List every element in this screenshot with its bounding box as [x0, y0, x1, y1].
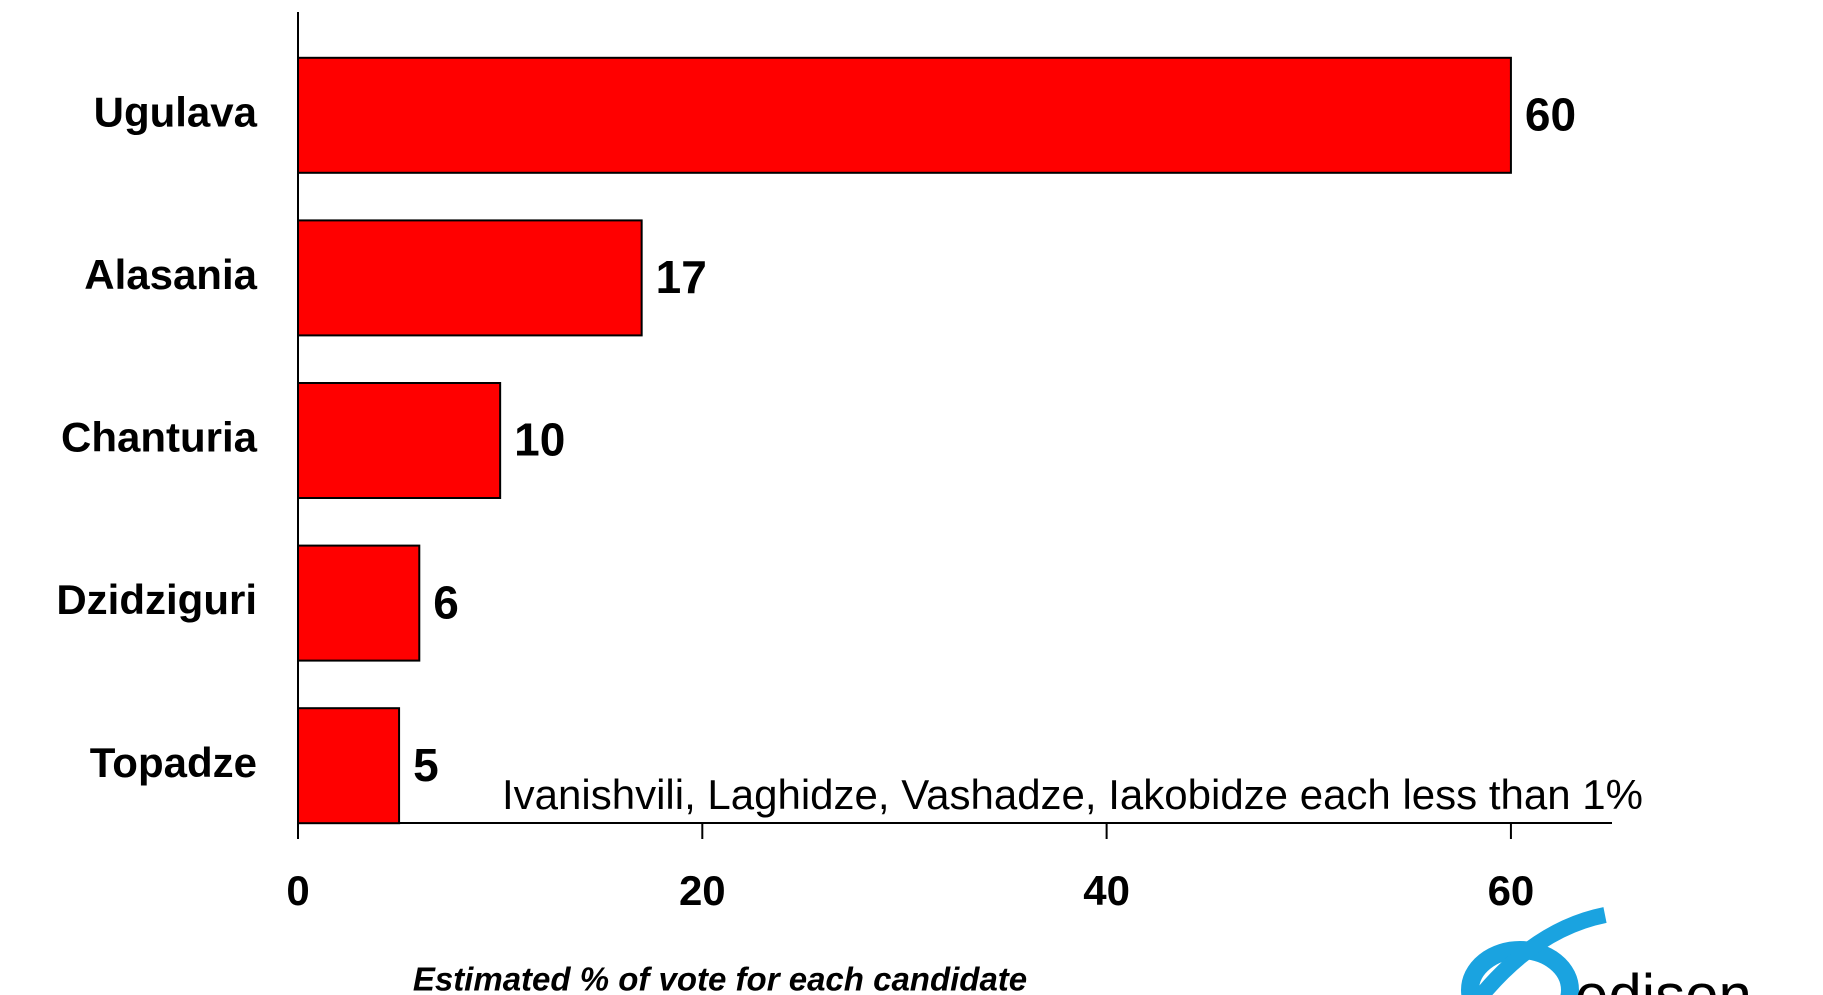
- logo-swoosh: [1471, 907, 1607, 995]
- value-label: 5: [413, 739, 439, 791]
- x-tick-label: 20: [679, 867, 726, 914]
- value-label: 10: [514, 414, 565, 466]
- annotation: Ivanishvili, Laghidze, Vashadze, Iakobid…: [502, 771, 1643, 818]
- bar: [297, 382, 502, 499]
- value-label: 17: [656, 251, 707, 303]
- value-label: 60: [1525, 88, 1576, 140]
- y-tick-label: Chanturia: [61, 414, 258, 461]
- bar: [297, 219, 643, 337]
- bar: [297, 707, 401, 825]
- logo-text: edison: [1575, 962, 1752, 995]
- y-tick-label: Topadze: [90, 739, 257, 786]
- y-tick-label: Dzidziguri: [56, 576, 257, 623]
- x-tick-label: 60: [1488, 867, 1535, 914]
- bar: [297, 544, 421, 662]
- bar: [297, 56, 1512, 174]
- y-tick-label: Alasania: [84, 251, 257, 298]
- x-tick-label: 40: [1083, 867, 1130, 914]
- value-label: 6: [433, 576, 459, 628]
- logo: edison: [1461, 907, 1752, 995]
- y-tick-label: Ugulava: [94, 88, 258, 135]
- x-axis-label: Estimated % of vote for each candidate: [413, 961, 1027, 995]
- x-tick-label: 0: [286, 867, 309, 914]
